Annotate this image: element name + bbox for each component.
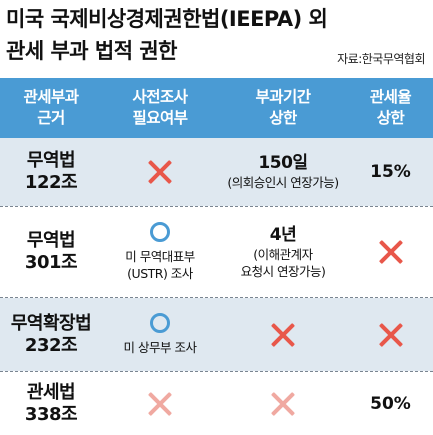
rate-cell: 50% bbox=[348, 372, 433, 435]
rate-value: 15% bbox=[370, 162, 411, 182]
law-name: 무역확장법 bbox=[10, 312, 92, 334]
row-divider bbox=[0, 371, 433, 372]
investigation-note: (USTR) 조사 bbox=[127, 266, 193, 281]
table-row: 무역법 301조 미 무역대표부 (USTR) 조사 4년 (이해관계자 요청시… bbox=[0, 207, 433, 297]
source-label: 자료:한국무역협회 bbox=[337, 52, 425, 66]
x-icon bbox=[378, 239, 404, 265]
column-header-investigation: 사전조사 필요여부 bbox=[132, 88, 188, 127]
investigation-cell bbox=[102, 372, 218, 435]
period-note: (이해관계자 bbox=[253, 246, 313, 262]
law-cell: 무역법 122조 bbox=[0, 138, 102, 206]
investigation-note: 미 무역대표부 bbox=[125, 249, 195, 264]
investigation-cell: 미 무역대표부 (USTR) 조사 bbox=[102, 207, 218, 297]
x-icon bbox=[378, 322, 404, 348]
page-title: 미국 국제비상경제권한법(IEEPA) 외 bbox=[6, 7, 328, 31]
circle-icon bbox=[150, 313, 170, 333]
rate-value: 50% bbox=[370, 393, 411, 414]
investigation-cell bbox=[102, 138, 218, 206]
rate-cell bbox=[348, 207, 433, 297]
period-note: 요청시 연장가능) bbox=[240, 263, 326, 279]
column-header-rate: 관세율 상한 bbox=[369, 88, 412, 127]
rate-cell: 15% bbox=[348, 138, 433, 206]
x-icon bbox=[147, 391, 173, 417]
column-header-period: 부과기간 상한 bbox=[255, 88, 311, 127]
comparison-table: 관세부과 근거 사전조사 필요여부 부과기간 상한 관세율 상한 무역법 122조 15… bbox=[0, 78, 433, 435]
law-name: 무역법 bbox=[26, 230, 76, 251]
table-header: 관세부과 근거 사전조사 필요여부 부과기간 상한 관세율 상한 bbox=[0, 78, 433, 138]
period-value: 4년 bbox=[269, 224, 297, 245]
law-article: 122조 bbox=[24, 172, 78, 193]
investigation-cell: 미 상무부 조사 bbox=[102, 298, 218, 371]
period-cell: 4년 (이해관계자 요청시 연장가능) bbox=[218, 207, 348, 297]
x-icon bbox=[270, 322, 296, 348]
law-cell: 무역확장법 232조 bbox=[0, 298, 102, 371]
law-article: 301조 bbox=[24, 252, 78, 273]
law-cell: 무역법 301조 bbox=[0, 207, 102, 297]
page-subtitle: 관세 부과 법적 권한 bbox=[6, 39, 178, 63]
table-row: 무역확장법 232조 미 상무부 조사 bbox=[0, 298, 433, 371]
x-icon bbox=[147, 159, 173, 185]
circle-icon bbox=[150, 222, 170, 242]
header: 미국 국제비상경제권한법(IEEPA) 외 관세 부과 법적 권한 자료:한국무… bbox=[0, 0, 433, 78]
investigation-note: 미 상무부 조사 bbox=[123, 340, 197, 355]
law-cell: 관세법 338조 bbox=[0, 372, 102, 435]
column-header-basis: 관세부과 근거 bbox=[23, 88, 79, 127]
row-divider bbox=[0, 297, 433, 298]
law-name: 관세법 bbox=[26, 381, 76, 403]
law-name: 무역법 bbox=[26, 150, 76, 171]
table-row: 무역법 122조 150일 (의회승인시 연장가능) 15% bbox=[0, 138, 433, 206]
period-value: 150일 bbox=[258, 153, 308, 173]
x-icon bbox=[270, 391, 296, 417]
period-cell bbox=[218, 372, 348, 435]
period-note: (의회승인시 연장가능) bbox=[227, 175, 339, 190]
rate-cell bbox=[348, 298, 433, 371]
law-article: 338조 bbox=[24, 403, 78, 425]
row-divider bbox=[0, 206, 433, 207]
period-cell bbox=[218, 298, 348, 371]
law-article: 232조 bbox=[24, 334, 78, 356]
table-row: 관세법 338조 50% bbox=[0, 372, 433, 435]
period-cell: 150일 (의회승인시 연장가능) bbox=[218, 138, 348, 206]
